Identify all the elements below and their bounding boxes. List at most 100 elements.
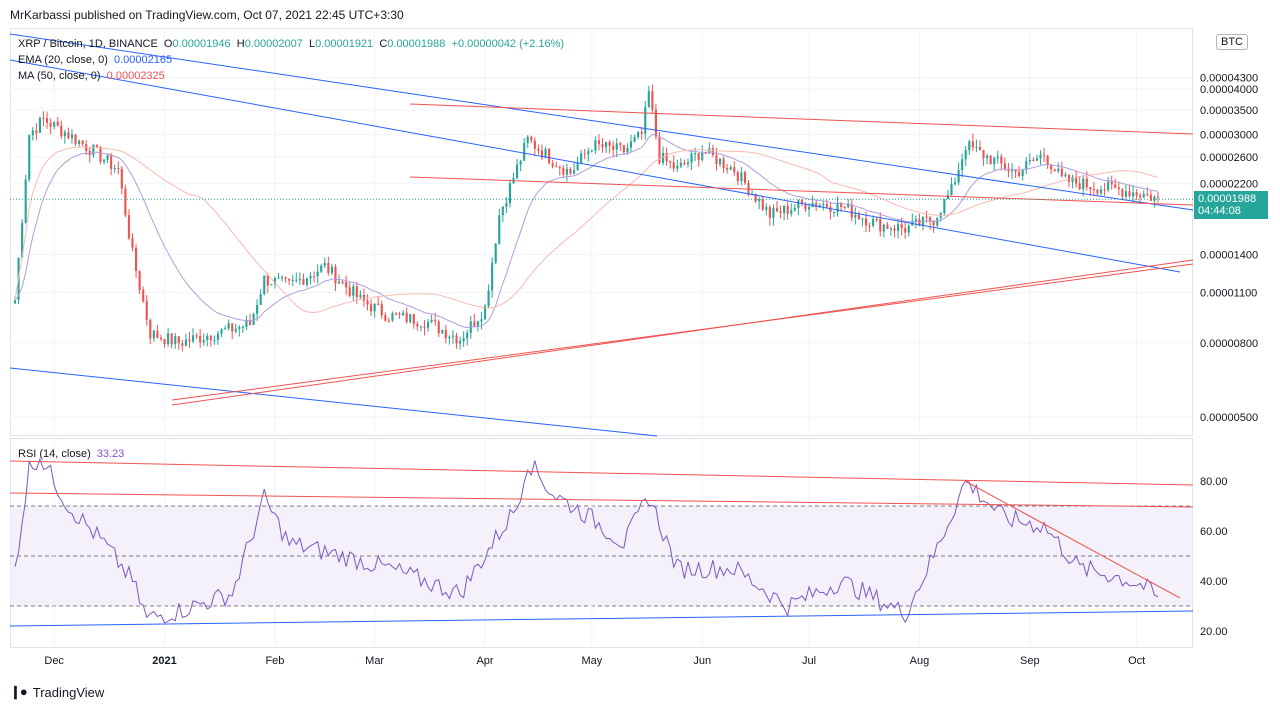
price-tick-label: 0.00003000 bbox=[1200, 129, 1258, 141]
brand-label[interactable]: TradingView bbox=[32, 684, 105, 700]
low-value: 0.00001921 bbox=[315, 38, 374, 50]
candle-body bbox=[957, 170, 960, 183]
candle-body bbox=[768, 207, 771, 218]
symbol-label[interactable]: XRP / Bitcoin, 1D, BINANCE bbox=[18, 38, 158, 50]
candle-body bbox=[1156, 196, 1160, 198]
candle-body bbox=[1032, 160, 1035, 162]
candle-body bbox=[1028, 160, 1031, 162]
candle-body bbox=[21, 222, 24, 258]
candle-body bbox=[117, 168, 120, 170]
candle-body bbox=[978, 147, 982, 151]
candle-body bbox=[964, 150, 967, 160]
candle-body bbox=[540, 150, 544, 158]
candle-body bbox=[850, 204, 853, 218]
bar-countdown: 04:44:08 bbox=[1198, 205, 1241, 218]
candle-body bbox=[177, 336, 180, 344]
candle-body bbox=[42, 117, 45, 119]
price-tick-label: 0.00001400 bbox=[1200, 250, 1258, 262]
price-tick-label: 0.00004300 bbox=[1200, 73, 1258, 85]
candle-body bbox=[804, 203, 807, 210]
price-tick-label: 0.00001100 bbox=[1200, 288, 1257, 300]
candle-body bbox=[1075, 176, 1078, 184]
candle-body bbox=[886, 224, 889, 229]
candle-body bbox=[605, 142, 608, 148]
candle-body bbox=[854, 214, 857, 218]
price-tick-label: 0.00000800 bbox=[1200, 338, 1258, 350]
price-tick-label: 0.00003500 bbox=[1200, 105, 1258, 117]
candle-body bbox=[533, 140, 536, 149]
footer: ❙● TradingView bbox=[10, 684, 104, 700]
candle-body bbox=[918, 218, 921, 226]
candle-body bbox=[601, 144, 604, 148]
candle-body bbox=[462, 338, 465, 342]
candle-body bbox=[580, 153, 583, 164]
candle-body bbox=[345, 281, 348, 288]
candle-body bbox=[690, 153, 693, 163]
candle-body bbox=[597, 140, 601, 145]
time-tick-label: Apr bbox=[476, 655, 493, 667]
candle-body bbox=[1099, 189, 1103, 194]
candle-body bbox=[1010, 170, 1014, 172]
ma-label[interactable]: MA (50, close, 0) bbox=[18, 70, 101, 82]
candle-body bbox=[565, 168, 568, 175]
candle-body bbox=[256, 304, 259, 314]
candle-body bbox=[975, 147, 978, 149]
candle-body bbox=[53, 121, 56, 127]
candle-body bbox=[498, 215, 501, 244]
tradingview-logo-icon[interactable]: ❙● bbox=[10, 684, 28, 699]
time-tick-label: Feb bbox=[265, 655, 284, 667]
rsi-label[interactable]: RSI (14, close) bbox=[18, 448, 91, 460]
candle-body bbox=[491, 262, 494, 291]
rsi-trendline bbox=[9, 460, 1194, 486]
candle-body bbox=[868, 225, 871, 227]
candle-body bbox=[70, 134, 74, 139]
candle-body bbox=[295, 279, 298, 281]
candle-body bbox=[896, 224, 900, 231]
candle-body bbox=[1035, 158, 1039, 161]
candle-body bbox=[1042, 154, 1046, 156]
candle-body bbox=[526, 136, 529, 144]
candle-body bbox=[537, 148, 540, 151]
candle-body bbox=[608, 142, 611, 146]
ohlc-row: XRP / Bitcoin, 1D, BINANCE O0.00001946 H… bbox=[18, 36, 564, 52]
candle-body bbox=[480, 319, 483, 322]
candle-body bbox=[583, 153, 586, 155]
candle-body bbox=[188, 339, 191, 342]
time-tick-label: Dec bbox=[44, 655, 64, 667]
candle-body bbox=[437, 321, 440, 334]
candle-body bbox=[548, 148, 551, 164]
candle-body bbox=[1132, 192, 1135, 197]
candle-body bbox=[337, 281, 341, 284]
candle-body bbox=[1139, 195, 1142, 198]
candle-body bbox=[694, 153, 697, 155]
currency-button[interactable]: BTC bbox=[1216, 34, 1248, 50]
price-tick-label: 0.00002600 bbox=[1200, 152, 1258, 164]
candle-body bbox=[679, 162, 682, 167]
candle-body bbox=[448, 336, 451, 339]
open-value: 0.00001946 bbox=[172, 38, 231, 50]
candle-body bbox=[213, 339, 216, 341]
price-tick-label: 0.00000500 bbox=[1200, 412, 1258, 424]
time-tick-label: Jul bbox=[802, 655, 816, 667]
candle-body bbox=[305, 278, 309, 285]
candle-body bbox=[686, 162, 690, 165]
candle-body bbox=[355, 286, 358, 298]
candle-body bbox=[49, 122, 52, 127]
ema-label[interactable]: EMA (20, close, 0) bbox=[18, 54, 108, 66]
trendline bbox=[409, 176, 1194, 206]
candle-body bbox=[993, 157, 996, 165]
candle-body bbox=[743, 172, 747, 183]
price-chart-pane[interactable] bbox=[10, 28, 1193, 436]
candle-body bbox=[932, 221, 935, 226]
candle-body bbox=[142, 289, 145, 302]
candle-body bbox=[797, 200, 800, 209]
candle-body bbox=[206, 335, 209, 341]
candle-body bbox=[56, 121, 59, 126]
candle-body bbox=[487, 290, 490, 306]
candle-body bbox=[1057, 168, 1060, 172]
candle-body bbox=[38, 117, 41, 133]
candle-body bbox=[1007, 169, 1010, 172]
candle-body bbox=[483, 305, 487, 320]
change-value: +0.00000042 (+2.16%) bbox=[451, 38, 565, 50]
